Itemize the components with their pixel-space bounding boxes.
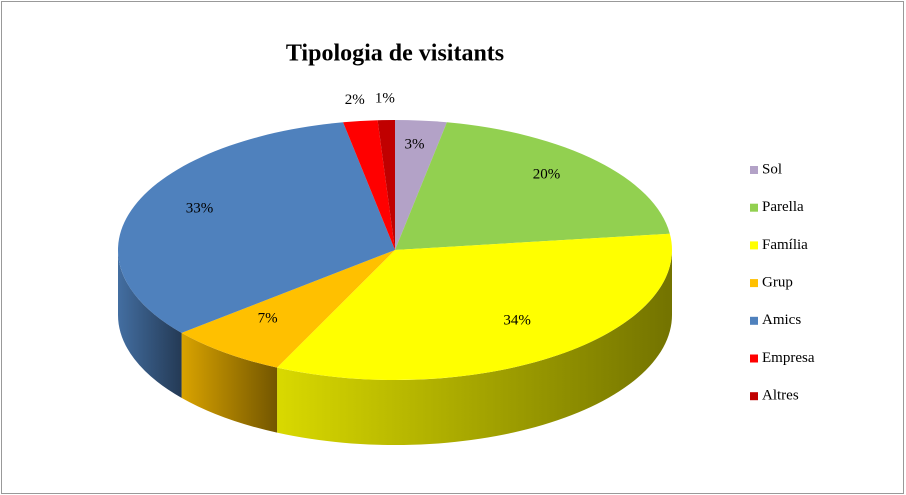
legend-swatch <box>750 241 758 250</box>
data-label: 1% <box>375 91 395 107</box>
pie-slice <box>395 120 447 250</box>
pie-slice <box>277 233 673 380</box>
data-label: 3% <box>405 136 425 152</box>
data-label: 33% <box>186 200 214 216</box>
legend-swatch <box>750 354 758 363</box>
legend-swatch <box>750 203 758 212</box>
legend-label: Sol <box>762 161 782 177</box>
legend-swatch <box>750 279 758 288</box>
pie-slice <box>117 122 395 333</box>
pie-slice-side <box>277 250 672 445</box>
legend-label: Parella <box>762 199 804 215</box>
legend-label: Altres <box>762 388 799 404</box>
legend-swatch <box>750 166 758 174</box>
legend-label: Família <box>762 237 808 253</box>
legend-label: Grup <box>762 275 793 291</box>
data-label: 20% <box>533 167 561 183</box>
legend-label: Amics <box>762 312 801 328</box>
data-label: 34% <box>503 312 531 328</box>
data-label: 7% <box>258 310 278 326</box>
pie-slice-side <box>181 332 278 433</box>
pie-slice-side <box>118 250 182 398</box>
pie-slice <box>181 250 395 368</box>
pie-slice <box>343 120 395 250</box>
data-label: 2% <box>345 92 365 108</box>
chart-title: Tipologia de visitants <box>286 41 504 67</box>
legend-swatch <box>750 392 758 401</box>
legend-label: Empresa <box>762 350 815 366</box>
legend-swatch <box>750 316 758 325</box>
pie-slice <box>377 120 395 250</box>
pie-slice <box>395 122 670 250</box>
